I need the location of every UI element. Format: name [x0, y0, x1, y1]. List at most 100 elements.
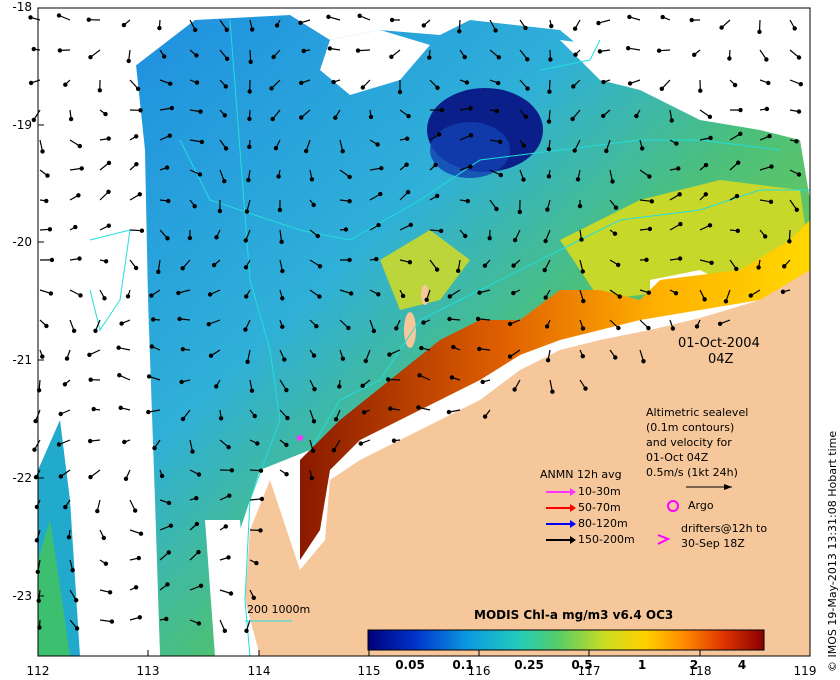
velocity-vector-head — [572, 148, 577, 153]
velocity-vector-head — [103, 111, 108, 117]
velocity-vector-head — [150, 317, 156, 322]
velocity-vector-head — [56, 442, 62, 447]
velocity-vector-head — [468, 133, 474, 138]
velocity-vector-head — [738, 131, 743, 136]
velocity-vector-head — [374, 256, 379, 262]
velocity-vector-head — [347, 257, 352, 263]
velocity-vector-head — [223, 84, 228, 89]
velocity-vector-head — [656, 48, 662, 53]
velocity-vector-head — [57, 48, 63, 53]
velocity-vector-head — [213, 384, 219, 389]
colorbar-tick: 1 — [637, 658, 647, 672]
lat-tick-label: -22 — [12, 471, 32, 485]
velocity-vector-head — [169, 105, 174, 111]
velocity-vector-head — [180, 266, 185, 271]
velocity-vector-head — [734, 266, 739, 272]
coastal-high-chl — [300, 220, 810, 560]
velocity-vector-head — [192, 203, 197, 209]
velocity-vector-head — [284, 442, 289, 448]
velocity-vector-head — [548, 57, 553, 62]
velocity-vector-head — [116, 345, 121, 350]
velocity-vector-head — [368, 114, 374, 120]
velocity-vector-head — [73, 224, 78, 230]
altimetry-scale: 0.5m/s (1kt 24h) — [646, 466, 738, 479]
velocity-vector-head — [284, 387, 289, 393]
velocity-vector-head — [647, 226, 653, 232]
velocity-vector-head — [397, 89, 403, 95]
velocity-vector-head — [408, 222, 413, 227]
velocity-vector-head — [419, 345, 424, 351]
velocity-vector-head — [44, 198, 49, 204]
velocity-vector-head — [379, 165, 384, 171]
velocity-vector-head — [462, 54, 467, 60]
velocity-vector-head — [326, 14, 331, 19]
altimetry-line4: 01-Oct 04Z — [646, 451, 709, 464]
swath-gap — [70, 8, 160, 656]
altimetry-line1: Altimetric sealevel — [646, 406, 749, 419]
colorbar-tick: 0.25 — [514, 658, 544, 672]
velocity-vector-head — [435, 85, 440, 91]
velocity-vector-head — [135, 86, 141, 92]
velocity-vector-head — [31, 117, 37, 123]
velocity-vector-head — [371, 328, 377, 334]
anmn-item-50-70: 50-70m — [546, 501, 621, 514]
velocity-vector-head — [435, 193, 440, 199]
velocity-vector-head — [575, 177, 581, 182]
map-date: 01-Oct-2004 — [678, 336, 760, 351]
velocity-vector-head — [477, 290, 482, 295]
velocity-vector-head — [121, 22, 127, 28]
velocity-vector-head — [31, 46, 37, 52]
velocity-vector-head — [649, 199, 655, 204]
velocity-vector-head — [507, 321, 513, 327]
velocity-vector-head — [217, 208, 223, 214]
velocity-vector-head — [315, 233, 320, 239]
velocity-vector-head — [517, 209, 523, 215]
velocity-vector-head — [794, 139, 799, 144]
velocity-vector-head — [63, 504, 68, 510]
velocity-vector-head — [227, 493, 232, 498]
velocity-vector-head — [550, 389, 555, 394]
velocity-vector-head — [386, 377, 391, 382]
velocity-vector-head — [698, 88, 703, 93]
velocity-vector-head — [487, 235, 492, 241]
velocity-vector-head — [331, 79, 336, 85]
velocity-vector-head — [748, 293, 754, 298]
velocity-vector-head — [180, 416, 186, 422]
velocity-vector-head — [304, 148, 309, 154]
velocity-vector-head — [331, 448, 337, 453]
velocity-vector-head — [464, 80, 470, 85]
velocity-vector-head — [388, 406, 393, 411]
velocity-vector-head — [523, 25, 528, 31]
velocity-vector-head — [44, 323, 49, 329]
velocity-vector-head — [273, 145, 279, 151]
velocity-vector-head — [106, 223, 112, 228]
velocity-vector-head — [277, 207, 283, 213]
velocity-vector-head — [764, 57, 769, 62]
velocity-vector-head — [194, 53, 199, 58]
velocity-vector-head — [417, 373, 422, 378]
velocity-vector-head — [457, 29, 462, 34]
velocity-vector-head — [93, 328, 98, 333]
velocity-vector-head — [311, 202, 316, 208]
velocity-vector-head — [511, 290, 516, 296]
velocity-vector-head — [70, 568, 75, 573]
velocity-vector-head — [243, 238, 248, 243]
velocity-vector-head — [674, 141, 679, 146]
anmn-item-150-200: 150-200m — [546, 533, 635, 546]
velocity-vector-head — [314, 324, 319, 329]
velocity-vector-head — [197, 172, 203, 177]
arrow-icon — [546, 504, 576, 512]
argo-marker — [667, 500, 679, 512]
velocity-vector-head — [224, 27, 229, 32]
velocity-vector-head — [299, 115, 304, 120]
velocity-vector-head — [796, 55, 802, 60]
velocity-vector-head — [58, 474, 64, 479]
velocity-vector-head — [545, 358, 551, 363]
colorbar — [367, 629, 765, 651]
velocity-vector-head — [757, 29, 762, 34]
velocity-vector-head — [343, 227, 349, 232]
velocity-vector-head — [572, 26, 578, 31]
velocity-vector-head — [222, 113, 227, 118]
velocity-vector-head — [106, 189, 111, 194]
velocity-vector-head — [157, 25, 162, 31]
